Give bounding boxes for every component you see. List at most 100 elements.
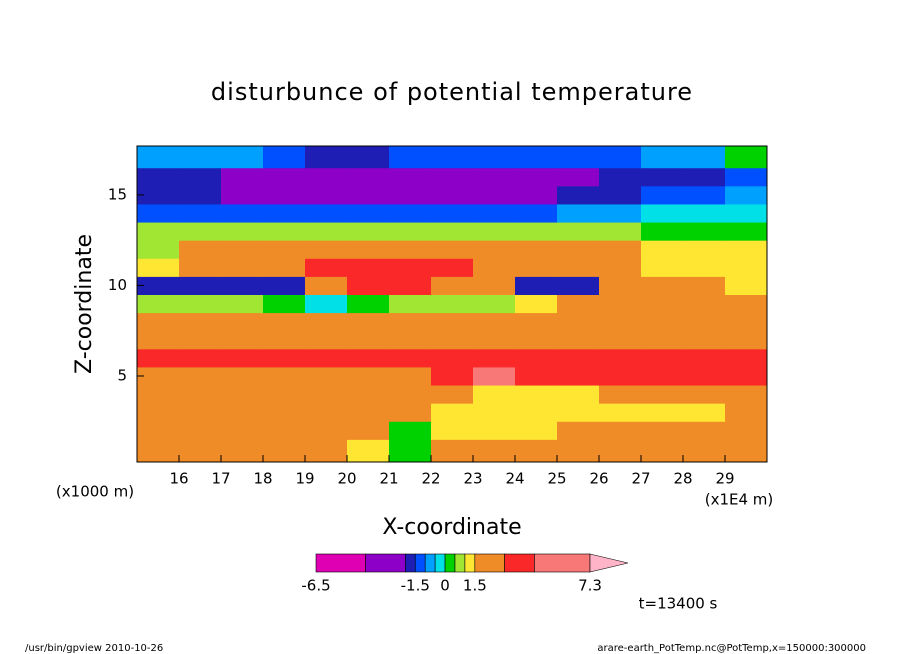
field-cell: [263, 167, 306, 187]
field-cell: [473, 312, 516, 332]
field-cell: [431, 366, 474, 386]
field-cell: [221, 240, 264, 259]
field-cell: [431, 185, 474, 205]
field-cell: [473, 258, 516, 277]
field-cell: [683, 366, 726, 386]
field-cell: [683, 312, 726, 332]
field-cell: [515, 366, 558, 386]
field-cell: [641, 330, 684, 350]
field-cell: [221, 385, 264, 404]
field-cell: [683, 167, 726, 187]
colorbar-segment: [414, 553, 426, 573]
field-cell: [515, 439, 558, 463]
field-cell: [137, 294, 180, 314]
field-cell: [725, 403, 768, 422]
field-cell: [557, 312, 600, 332]
field-cell: [599, 240, 642, 259]
colorbar-segment: [534, 553, 591, 573]
field-cell: [515, 312, 558, 332]
field-cell: [389, 421, 432, 440]
field-cell: [641, 312, 684, 332]
field-cell: [305, 146, 348, 169]
field-cell: [137, 366, 180, 386]
field-cell: [263, 258, 306, 277]
field-cell: [179, 240, 222, 259]
field-cell: [305, 185, 348, 205]
field-cell: [305, 330, 348, 350]
field-cell: [515, 276, 558, 295]
field-cell: [263, 203, 306, 223]
x-tick-label: 20: [337, 470, 356, 488]
field-cell: [725, 312, 768, 332]
field-cell: [641, 348, 684, 368]
field-cell: [221, 146, 264, 169]
field-cell: [347, 330, 390, 350]
colorbar-tick-label: -6.5: [301, 577, 330, 595]
field-cell: [557, 203, 600, 223]
field-cell: [641, 240, 684, 259]
field-cell: [725, 366, 768, 386]
field-cell: [179, 385, 222, 404]
field-cell: [347, 439, 390, 463]
field-cell: [305, 312, 348, 332]
x-tick-label: 28: [673, 470, 692, 488]
field-cell: [347, 222, 390, 241]
field-cell: [389, 222, 432, 241]
field-cell: [305, 403, 348, 422]
field-cell: [431, 439, 474, 463]
field-cell: [389, 294, 432, 314]
field-cell: [473, 421, 516, 440]
field-cell: [473, 222, 516, 241]
field-cell: [431, 403, 474, 422]
field-cell: [557, 330, 600, 350]
field-cell: [431, 167, 474, 187]
colorbar-segment: [454, 553, 466, 573]
field-cell: [179, 258, 222, 277]
field-cell: [599, 146, 642, 169]
field-cell: [641, 366, 684, 386]
field-cell: [221, 294, 264, 314]
field-cell: [179, 348, 222, 368]
field-cell: [641, 403, 684, 422]
field-cell: [431, 146, 474, 169]
field-cell: [641, 294, 684, 314]
field-cell: [599, 276, 642, 295]
field-cell: [431, 312, 474, 332]
field-cell: [515, 294, 558, 314]
field-cell: [683, 258, 726, 277]
field-cell: [557, 366, 600, 386]
field-cell: [137, 185, 180, 205]
field-cell: [347, 403, 390, 422]
field-cell: [221, 203, 264, 223]
field-cell: [515, 258, 558, 277]
field-cell: [263, 185, 306, 205]
field-cell: [263, 146, 306, 169]
field-cell: [389, 312, 432, 332]
field-cell: [515, 185, 558, 205]
field-cell: [389, 146, 432, 169]
field-cell: [557, 167, 600, 187]
field-cell: [389, 385, 432, 404]
field-cell: [683, 421, 726, 440]
field-cell: [137, 167, 180, 187]
field-cell: [347, 276, 390, 295]
field-cell: [557, 403, 600, 422]
x-tick-label: 17: [211, 470, 230, 488]
x-tick-label: 21: [379, 470, 398, 488]
y-axis-label: Z-coordinate: [72, 234, 97, 374]
field-cell: [599, 258, 642, 277]
field-cell: [641, 385, 684, 404]
field-cell: [137, 421, 180, 440]
field-cell: [137, 385, 180, 404]
field-cell: [431, 330, 474, 350]
field-cell: [221, 276, 264, 295]
colorbar-segment: [434, 553, 446, 573]
field-cell: [599, 312, 642, 332]
field-cell: [683, 439, 726, 463]
field-cell: [641, 185, 684, 205]
field-cell: [137, 258, 180, 277]
field-cell: [515, 222, 558, 241]
field-cell: [221, 366, 264, 386]
field-cell: [641, 276, 684, 295]
field-cell: [473, 185, 516, 205]
